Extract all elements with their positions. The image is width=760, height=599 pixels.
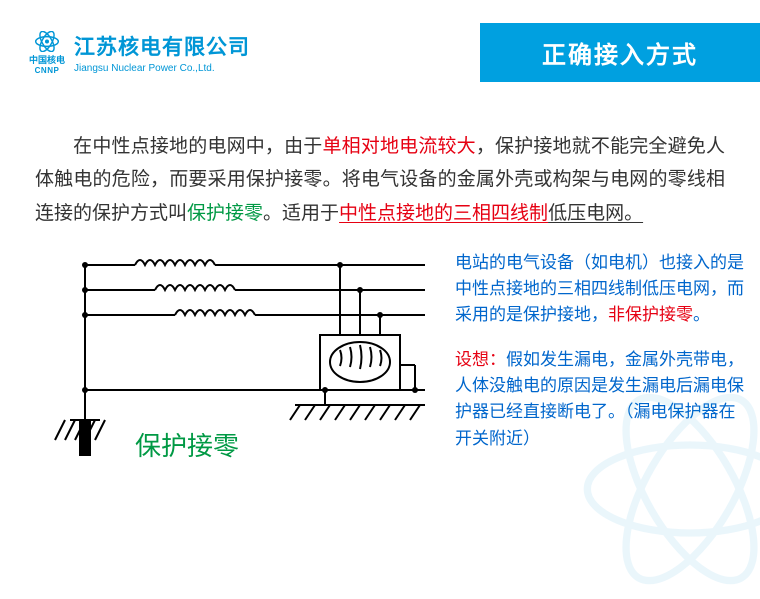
text-seg6-highlight: 中性点接地的三相四线制	[339, 203, 548, 224]
side-p1: 电站的电气设备（如电机）也接入的是中性点接地的三相四线制低压电网，而采用的是保护…	[455, 250, 745, 329]
company-name-en: Jiangsu Nuclear Power Co.,Ltd.	[74, 63, 250, 74]
header: 中国核电 CNNP 江苏核电有限公司 Jiangsu Nuclear Power…	[0, 0, 760, 90]
text-seg7: 低压电网。	[548, 203, 643, 224]
text-seg2-highlight: 单相对地电流较大	[322, 136, 475, 157]
logo-area: 中国核电 CNNP 江苏核电有限公司 Jiangsu Nuclear Power…	[28, 31, 250, 75]
diagram-label-text: 保护接零	[135, 431, 239, 461]
circuit-diagram: 保护接零	[30, 245, 430, 490]
title-banner: 正确接入方式	[480, 23, 760, 82]
side-p2a: 设想：	[455, 350, 506, 369]
company-text: 江苏核电有限公司 Jiangsu Nuclear Power Co.,Ltd.	[74, 31, 250, 74]
lower-section: 保护接零 电站的电气设备（如电机）也接入的是中性点接地的三相四线制低压电网，而采…	[0, 245, 760, 490]
side-note: 电站的电气设备（如电机）也接入的是中性点接地的三相四线制低压电网，而采用的是保护…	[455, 245, 745, 470]
side-p1c: 。	[693, 305, 710, 324]
cnnp-logo-icon: 中国核电 CNNP	[28, 31, 66, 75]
text-seg1: 在中性点接地的电网中，由于	[73, 136, 322, 157]
text-seg5: 。适用于	[263, 203, 339, 224]
text-seg4-highlight: 保护接零	[187, 203, 263, 224]
company-name-cn: 江苏核电有限公司	[74, 31, 250, 61]
side-p1b: 非保护接零	[608, 305, 693, 324]
main-paragraph: 在中性点接地的电网中，由于单相对地电流较大，保护接地就不能完全避免人体触电的危险…	[0, 90, 760, 245]
logo-cn-label: 中国核电	[29, 53, 65, 66]
logo-en-label: CNNP	[35, 66, 60, 75]
side-p2: 设想：假如发生漏电，金属外壳带电，人体没触电的原因是发生漏电后漏电保护器已经直接…	[455, 347, 745, 452]
